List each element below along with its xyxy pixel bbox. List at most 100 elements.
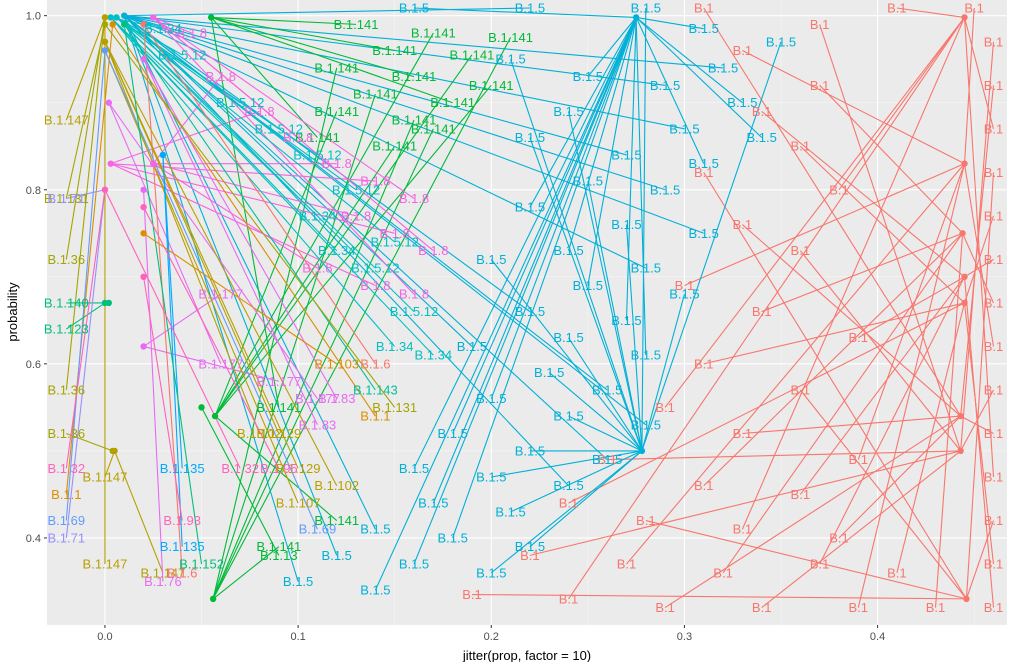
point-label: B.1.5 [515,443,545,458]
point-label: B.1.177 [198,356,243,371]
point-label: B.1.76 [144,574,182,589]
point-label: B.1.69 [299,522,337,537]
point-label: B.1 [462,587,482,602]
point-label: B.1 [655,400,675,415]
point-label: B.1.5 [476,470,506,485]
data-point [102,187,108,193]
data-point [106,100,112,106]
point-label: B.1.5 [669,121,699,136]
point-label: B.1.8 [399,191,429,206]
point-label: B.1.8 [399,287,429,302]
point-label: B.1 [849,330,869,345]
point-label: B.1.8 [418,243,448,258]
point-label: B.1.5 [727,95,757,110]
point-label: B.1.5 [399,557,429,572]
point-label: B.1.5.12 [370,234,418,249]
point-label: B.1 [810,557,830,572]
point-label: B.1.141 [392,69,437,84]
point-label: B.1.5 [553,104,583,119]
point-label: B.1.5.12 [390,304,438,319]
point-label: B.1 [559,496,579,511]
point-label: B.1 [887,565,907,580]
point-label: B.1.147 [83,557,128,572]
data-point [639,448,645,454]
point-label: B.1.5 [689,226,719,241]
point-label: B.1.93 [163,513,201,528]
data-point [208,14,214,20]
point-label: B.1 [984,557,1004,572]
point-label: B.1.5 [476,565,506,580]
point-label: B.1.5 [611,217,641,232]
point-label: B.1.143 [353,382,398,397]
point-label: B.1 [752,304,772,319]
point-label: B.1 [694,478,714,493]
point-label: B.1 [984,252,1004,267]
y-tick-label: 0.4 [26,533,41,545]
data-point [121,21,127,27]
point-label: B.1.34 [144,21,182,36]
point-label: B.1.5 [437,530,467,545]
data-point [111,448,117,454]
point-label: B.1 [791,487,811,502]
point-label: B.1.5 [418,496,448,511]
x-axis-title: jitter(prop, factor = 10) [462,648,591,662]
point-label: B.1.83 [318,391,356,406]
point-label: B.1.6 [360,356,390,371]
point-label: B.1.141 [372,43,417,58]
point-label: B.1.5.12 [293,147,341,162]
point-label: B.1 [733,217,753,232]
point-label: B.1.71 [48,530,86,545]
x-tick-label: 0.4 [870,631,885,643]
point-label: B.1.5 [592,452,622,467]
point-label: B.1.135 [160,461,205,476]
point-label: B.1.8 [206,69,236,84]
x-tick-label: 0.3 [677,631,692,643]
point-label: B.1 [810,17,830,32]
point-label: B.1.141 [314,60,359,75]
point-label: B.1.5 [495,504,525,519]
point-label: B.1 [655,600,675,615]
point-label: B.1.5.12 [332,182,380,197]
data-point [957,448,963,454]
point-label: B.1.141 [430,95,475,110]
point-label: B.1.5 [766,34,796,49]
point-label: B.1.34 [376,339,414,354]
point-label: B.1.5 [553,330,583,345]
point-label: B.1.5 [689,156,719,171]
point-label: B.1.5 [611,313,641,328]
point-label: B.1.5 [553,243,583,258]
point-label: B.1.5 [515,304,545,319]
point-label: B.1.141 [372,139,417,154]
point-label: B.1.5 [553,409,583,424]
data-point [957,413,963,419]
point-label: B.1 [984,121,1004,136]
point-label: B.1.69 [48,513,86,528]
point-label: B.1.5 [515,130,545,145]
point-label: B.1.5 [515,200,545,215]
point-label: B.1.103 [314,356,359,371]
point-label: B.1.5 [515,539,545,554]
point-label: B.1.5 [631,417,661,432]
point-label: B.1.5 [573,278,603,293]
point-label: B.1.5 [592,382,622,397]
point-label: B.1.5 [650,182,680,197]
point-label: B.1.152 [179,557,224,572]
point-label: B.1.5 [534,365,564,380]
point-label: B.1.147 [83,470,128,485]
data-point [102,39,108,45]
data-point [102,47,108,53]
point-label: B.1.5 [322,548,352,563]
point-label: B.1.5 [573,174,603,189]
point-label: B.1.34 [299,208,337,223]
point-label: B.1 [964,1,984,16]
data-point [140,56,146,62]
x-tick-label: 0.1 [290,631,305,643]
point-label: B.1 [713,565,733,580]
point-label: B.1 [849,452,869,467]
point-label: B.1.8 [360,278,390,293]
point-label: B.1.8 [302,261,332,276]
point-label: B.1.5 [476,391,506,406]
point-label: B.1 [791,382,811,397]
data-point [140,274,146,280]
